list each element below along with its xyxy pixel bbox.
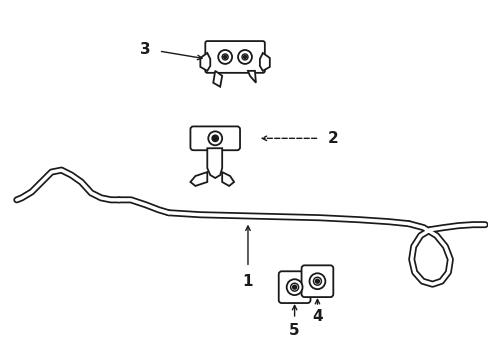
Circle shape bbox=[212, 135, 218, 141]
Circle shape bbox=[222, 54, 228, 60]
Circle shape bbox=[223, 55, 227, 58]
Circle shape bbox=[291, 283, 298, 291]
FancyBboxPatch shape bbox=[279, 271, 311, 303]
Polygon shape bbox=[207, 148, 222, 178]
Polygon shape bbox=[260, 53, 270, 71]
Polygon shape bbox=[222, 172, 234, 186]
Circle shape bbox=[316, 279, 319, 283]
Text: 5: 5 bbox=[289, 323, 300, 338]
Circle shape bbox=[244, 55, 246, 58]
Polygon shape bbox=[191, 172, 207, 186]
Text: 1: 1 bbox=[243, 274, 253, 289]
Circle shape bbox=[213, 136, 218, 141]
Circle shape bbox=[293, 285, 296, 289]
Polygon shape bbox=[248, 71, 256, 83]
Circle shape bbox=[208, 131, 222, 145]
Polygon shape bbox=[200, 53, 210, 71]
FancyBboxPatch shape bbox=[205, 41, 265, 73]
Text: 4: 4 bbox=[312, 310, 323, 324]
Polygon shape bbox=[213, 71, 222, 87]
Circle shape bbox=[287, 279, 302, 295]
Circle shape bbox=[218, 50, 232, 64]
Text: 2: 2 bbox=[327, 131, 338, 146]
Circle shape bbox=[314, 277, 321, 285]
FancyBboxPatch shape bbox=[191, 126, 240, 150]
Circle shape bbox=[238, 50, 252, 64]
Circle shape bbox=[242, 54, 248, 60]
FancyBboxPatch shape bbox=[301, 265, 333, 297]
Text: 3: 3 bbox=[140, 41, 151, 57]
Circle shape bbox=[310, 273, 325, 289]
